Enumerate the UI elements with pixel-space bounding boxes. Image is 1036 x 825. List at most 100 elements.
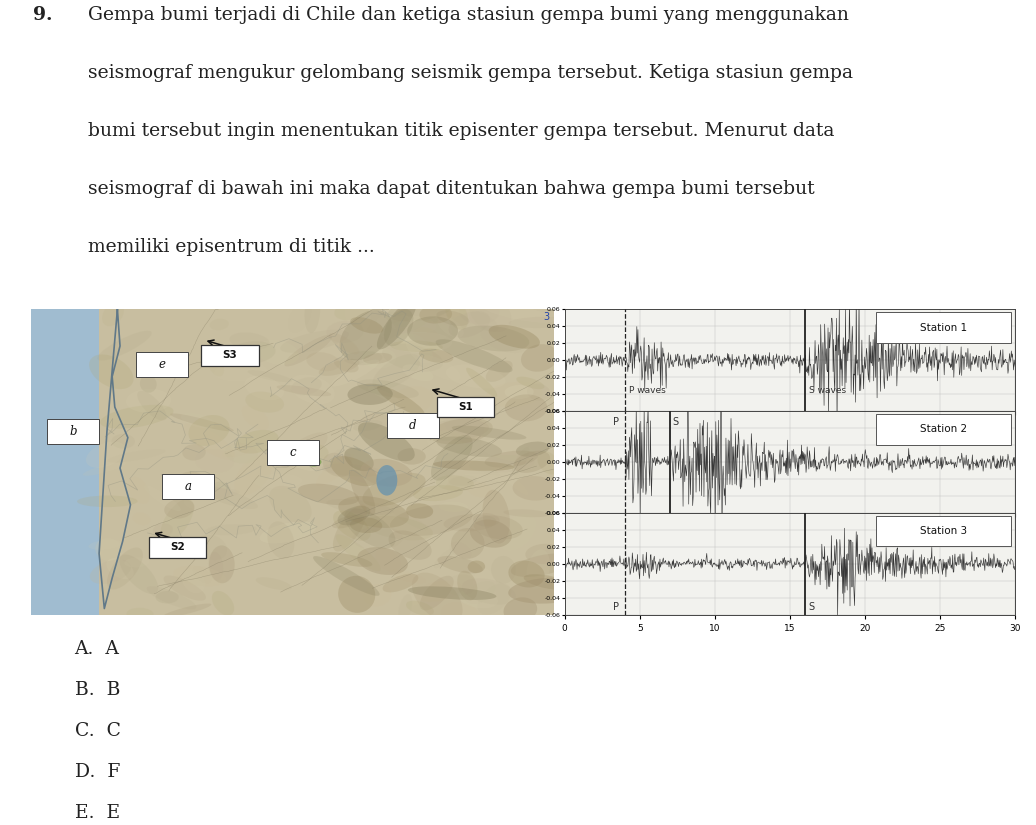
Ellipse shape — [165, 498, 195, 519]
Ellipse shape — [419, 355, 461, 381]
Ellipse shape — [436, 339, 513, 373]
Ellipse shape — [112, 434, 135, 449]
Text: S1: S1 — [458, 402, 472, 412]
Ellipse shape — [388, 332, 453, 353]
Ellipse shape — [86, 441, 125, 468]
Ellipse shape — [277, 385, 332, 396]
Ellipse shape — [214, 445, 282, 465]
Ellipse shape — [336, 535, 381, 571]
Ellipse shape — [97, 331, 151, 361]
Ellipse shape — [330, 456, 378, 486]
Ellipse shape — [291, 377, 322, 395]
Ellipse shape — [214, 362, 267, 381]
Ellipse shape — [521, 344, 558, 372]
FancyBboxPatch shape — [386, 412, 439, 438]
Ellipse shape — [469, 295, 512, 332]
Ellipse shape — [298, 483, 359, 505]
Ellipse shape — [267, 521, 294, 559]
Ellipse shape — [307, 352, 340, 371]
Ellipse shape — [416, 580, 461, 601]
Ellipse shape — [443, 514, 496, 531]
Text: B.  B: B. B — [75, 681, 120, 699]
Ellipse shape — [183, 423, 235, 460]
Ellipse shape — [516, 377, 545, 389]
Ellipse shape — [408, 587, 496, 600]
Ellipse shape — [356, 380, 419, 398]
Ellipse shape — [140, 375, 156, 393]
Ellipse shape — [485, 450, 538, 468]
Ellipse shape — [205, 524, 257, 535]
Text: e: e — [159, 358, 166, 370]
Ellipse shape — [382, 344, 443, 372]
Ellipse shape — [333, 515, 365, 528]
Ellipse shape — [146, 586, 197, 610]
FancyBboxPatch shape — [149, 537, 206, 558]
Text: 9.: 9. — [33, 7, 53, 24]
Ellipse shape — [458, 326, 529, 351]
Ellipse shape — [486, 382, 543, 407]
Ellipse shape — [431, 300, 485, 320]
Ellipse shape — [284, 335, 333, 366]
Ellipse shape — [195, 449, 234, 473]
Ellipse shape — [173, 566, 226, 587]
Ellipse shape — [350, 517, 382, 533]
Ellipse shape — [269, 486, 312, 523]
FancyBboxPatch shape — [875, 313, 1011, 343]
Ellipse shape — [235, 430, 279, 454]
FancyBboxPatch shape — [47, 419, 99, 444]
Ellipse shape — [411, 605, 433, 620]
Text: C.  C: C. C — [75, 722, 120, 740]
Ellipse shape — [272, 442, 328, 466]
Ellipse shape — [364, 353, 393, 364]
Ellipse shape — [445, 298, 468, 330]
Ellipse shape — [242, 405, 269, 430]
Ellipse shape — [126, 389, 171, 412]
Ellipse shape — [491, 556, 516, 583]
Ellipse shape — [344, 448, 374, 471]
Ellipse shape — [412, 573, 463, 623]
Ellipse shape — [209, 318, 229, 330]
Ellipse shape — [335, 301, 370, 320]
Ellipse shape — [398, 448, 426, 464]
Text: c: c — [289, 446, 296, 460]
Text: 3: 3 — [543, 313, 549, 323]
Ellipse shape — [460, 299, 499, 324]
Ellipse shape — [329, 333, 359, 354]
Ellipse shape — [441, 602, 480, 626]
Ellipse shape — [194, 488, 239, 497]
Ellipse shape — [338, 506, 370, 526]
Ellipse shape — [193, 566, 211, 583]
Ellipse shape — [107, 548, 143, 589]
Ellipse shape — [394, 290, 438, 332]
Ellipse shape — [208, 552, 224, 581]
Ellipse shape — [538, 451, 559, 474]
Ellipse shape — [335, 450, 351, 464]
FancyBboxPatch shape — [201, 345, 259, 365]
Ellipse shape — [254, 474, 303, 488]
Ellipse shape — [436, 475, 474, 491]
Ellipse shape — [419, 349, 454, 363]
Ellipse shape — [225, 443, 258, 464]
Ellipse shape — [503, 597, 538, 623]
FancyBboxPatch shape — [875, 414, 1011, 445]
Circle shape — [306, 457, 321, 467]
Ellipse shape — [153, 523, 173, 537]
Ellipse shape — [170, 413, 234, 431]
Text: b: b — [69, 425, 77, 438]
Ellipse shape — [368, 387, 401, 403]
Ellipse shape — [405, 333, 433, 364]
Ellipse shape — [526, 549, 550, 589]
Ellipse shape — [178, 472, 206, 490]
Text: Gempa bumi terjadi di Chile dan ketiga stasiun gempa bumi yang menggunakan: Gempa bumi terjadi di Chile dan ketiga s… — [88, 7, 848, 24]
Ellipse shape — [305, 290, 320, 333]
Ellipse shape — [511, 554, 574, 577]
Text: S3: S3 — [223, 350, 237, 361]
Ellipse shape — [431, 435, 472, 480]
Ellipse shape — [319, 359, 359, 376]
Ellipse shape — [402, 365, 433, 381]
Text: S waves: S waves — [809, 386, 846, 395]
Ellipse shape — [387, 299, 453, 322]
Ellipse shape — [376, 465, 398, 496]
Ellipse shape — [390, 386, 433, 417]
Ellipse shape — [338, 576, 375, 613]
